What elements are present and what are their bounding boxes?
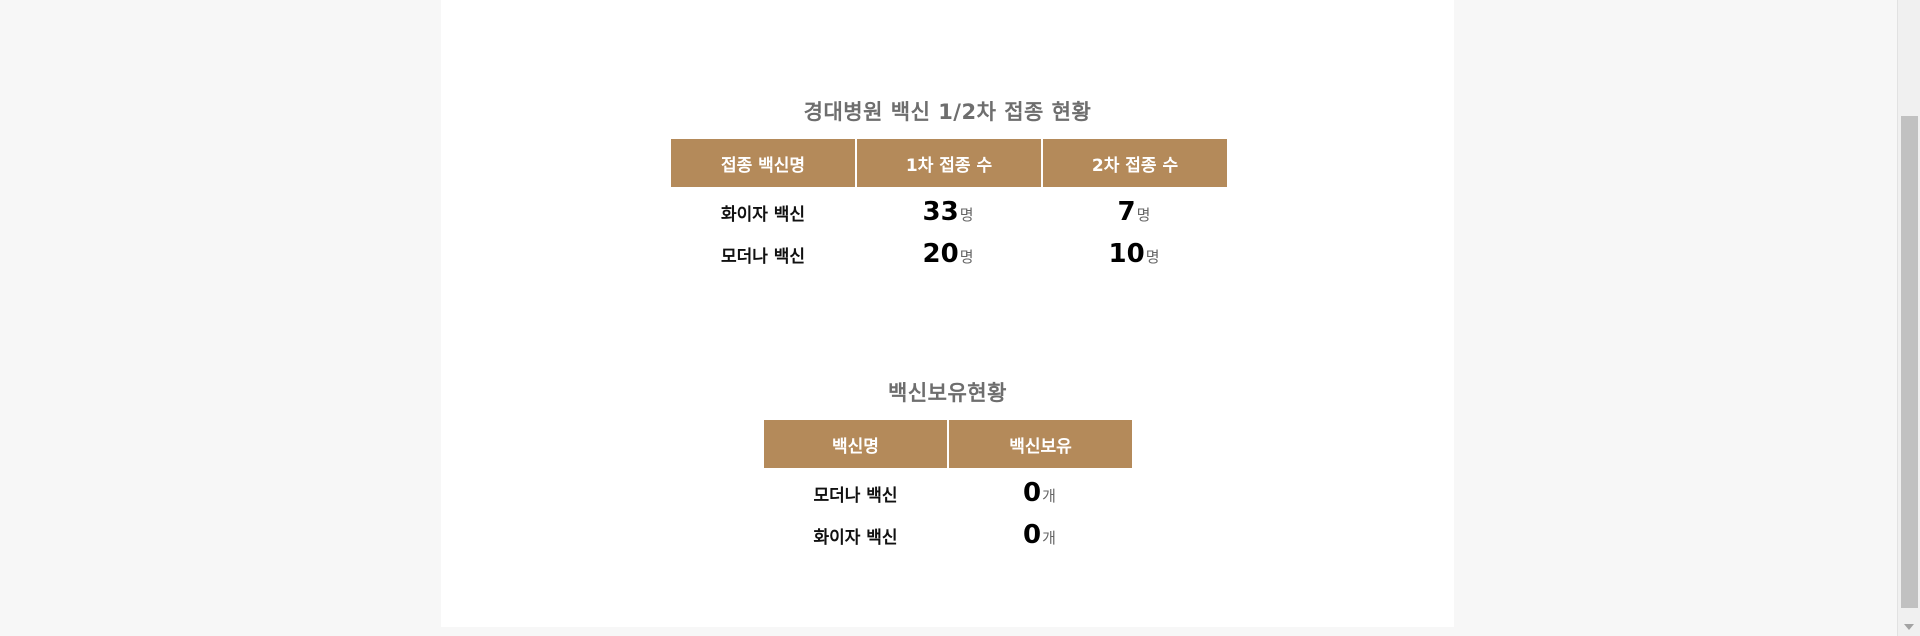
vaccine-name-cell: 화이자 백신: [813, 527, 898, 548]
second-dose-cell: 10명: [1041, 233, 1227, 275]
stock-count: 0: [1023, 520, 1042, 550]
first-dose-cell: 33명: [855, 187, 1041, 233]
unit-label: 개: [1042, 487, 1056, 505]
table-row: 화이자 백신 33명 7명: [671, 187, 1227, 233]
table-header-row: 접종 백신명 1차 접종 수 2차 접종 수: [671, 139, 1227, 187]
stock-cell: 0개: [947, 514, 1132, 556]
vaccine-name-cell: 모더나 백신: [720, 246, 806, 267]
first-dose-count: 20: [922, 239, 959, 269]
vaccine-name-cell: 화이자 백신: [720, 204, 806, 225]
first-dose-count: 33: [922, 197, 959, 227]
unit-label: 개: [1042, 529, 1056, 547]
content-panel: 경대병원 백신 1/2차 접종 현황 접종 백신명 1차 접종 수 2차 접종 …: [441, 0, 1454, 627]
column-header-second-dose: 2차 접종 수: [1041, 139, 1227, 187]
column-header-vaccine-name: 접종 백신명: [671, 139, 855, 187]
scroll-down-arrow-icon[interactable]: [1904, 624, 1914, 630]
stock-count: 0: [1023, 478, 1042, 508]
first-dose-cell: 20명: [855, 233, 1041, 275]
vertical-scrollbar[interactable]: [1897, 0, 1920, 636]
table-row: 화이자 백신 0개: [764, 514, 1132, 556]
column-header-first-dose: 1차 접종 수: [855, 139, 1041, 187]
vaccine-name-cell: 모더나 백신: [813, 485, 898, 506]
table-header-row: 백신명 백신보유: [764, 420, 1132, 468]
second-dose-cell: 7명: [1041, 187, 1227, 233]
vaccine-stock-title: 백신보유현황: [888, 381, 1007, 405]
table-row: 모더나 백신 0개: [764, 468, 1132, 514]
stock-cell: 0개: [947, 468, 1132, 514]
column-header-vaccine-name: 백신명: [764, 420, 947, 468]
vaccination-status-title: 경대병원 백신 1/2차 접종 현황: [803, 100, 1092, 124]
column-header-stock: 백신보유: [947, 420, 1132, 468]
vaccine-stock-table: 백신명 백신보유 모더나 백신 0개 화이자 백신 0개: [764, 420, 1132, 556]
second-dose-count: 10: [1108, 239, 1145, 269]
table-row: 모더나 백신 20명 10명: [671, 233, 1227, 275]
unit-label: 명: [959, 206, 974, 224]
unit-label: 명: [1145, 248, 1160, 266]
unit-label: 명: [1136, 206, 1151, 224]
scrollbar-thumb[interactable]: [1901, 116, 1918, 608]
vaccination-status-table: 접종 백신명 1차 접종 수 2차 접종 수 화이자 백신 33명 7명 모더나…: [671, 139, 1227, 275]
second-dose-count: 7: [1117, 197, 1136, 227]
unit-label: 명: [959, 248, 974, 266]
